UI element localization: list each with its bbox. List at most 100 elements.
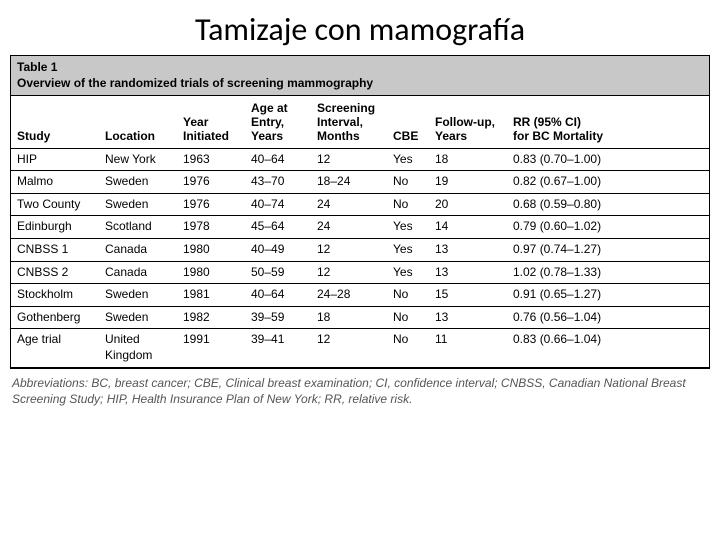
cell-study: CNBSS 1	[11, 238, 99, 261]
cell-age: 40–74	[245, 193, 311, 216]
cell-followup: 14	[429, 216, 507, 239]
cell-study: Stockholm	[11, 284, 99, 307]
cell-location: Sweden	[99, 306, 177, 329]
table-row: CNBSS 2 Canada 1980 50–59 12 Yes 13 1.02…	[11, 261, 709, 284]
table-row: Stockholm Sweden 1981 40–64 24–28 No 15 …	[11, 284, 709, 307]
cell-interval: 24	[311, 193, 387, 216]
table-caption: Overview of the randomized trials of scr…	[17, 76, 703, 92]
col-header-location: Location	[99, 96, 177, 148]
cell-location: Sweden	[99, 284, 177, 307]
cell-cbe: No	[387, 306, 429, 329]
slide: Tamizaje con mamografía Table 1 Overview…	[0, 0, 720, 540]
cell-rr: 0.82 (0.67–1.00)	[507, 171, 709, 194]
table-row: Two County Sweden 1976 40–74 24 No 20 0.…	[11, 193, 709, 216]
table-container: Table 1 Overview of the randomized trial…	[10, 55, 710, 369]
table-row: Edinburgh Scotland 1978 45–64 24 Yes 14 …	[11, 216, 709, 239]
cell-interval: 24–28	[311, 284, 387, 307]
abbreviations-text: BC, breast cancer; CBE, Clinical breast …	[12, 376, 686, 406]
cell-followup: 13	[429, 306, 507, 329]
cell-rr: 0.97 (0.74–1.27)	[507, 238, 709, 261]
cell-location: Scotland	[99, 216, 177, 239]
cell-study: HIP	[11, 148, 99, 171]
cell-followup: 13	[429, 238, 507, 261]
cell-age: 45–64	[245, 216, 311, 239]
cell-interval: 12	[311, 329, 387, 367]
cell-study: Age trial	[11, 329, 99, 367]
col-header-followup: Follow-up,Years	[429, 96, 507, 148]
cell-year: 1981	[177, 284, 245, 307]
cell-followup: 19	[429, 171, 507, 194]
cell-followup: 13	[429, 261, 507, 284]
table-head: Study Location YearInitiated Age atEntry…	[11, 96, 709, 148]
cell-cbe: No	[387, 284, 429, 307]
col-header-rr: RR (95% CI)for BC Mortality	[507, 96, 709, 148]
cell-rr: 1.02 (0.78–1.33)	[507, 261, 709, 284]
cell-interval: 18–24	[311, 171, 387, 194]
cell-year: 1976	[177, 171, 245, 194]
table-row: Gothenberg Sweden 1982 39–59 18 No 13 0.…	[11, 306, 709, 329]
trials-table: Study Location YearInitiated Age atEntry…	[11, 96, 709, 367]
cell-year: 1978	[177, 216, 245, 239]
cell-location: Sweden	[99, 171, 177, 194]
cell-cbe: Yes	[387, 216, 429, 239]
cell-cbe: No	[387, 193, 429, 216]
cell-location: New York	[99, 148, 177, 171]
cell-cbe: Yes	[387, 238, 429, 261]
cell-age: 39–41	[245, 329, 311, 367]
table-row: Malmo Sweden 1976 43–70 18–24 No 19 0.82…	[11, 171, 709, 194]
col-header-age: Age atEntry,Years	[245, 96, 311, 148]
cell-cbe: Yes	[387, 261, 429, 284]
slide-title: Tamizaje con mamografía	[0, 10, 720, 49]
cell-year: 1980	[177, 261, 245, 284]
cell-interval: 12	[311, 261, 387, 284]
cell-year: 1982	[177, 306, 245, 329]
cell-location: Canada	[99, 261, 177, 284]
cell-cbe: No	[387, 171, 429, 194]
col-header-cbe: CBE	[387, 96, 429, 148]
cell-rr: 0.76 (0.56–1.04)	[507, 306, 709, 329]
abbreviations: Abbreviations: BC, breast cancer; CBE, C…	[12, 375, 708, 407]
table-row: Age trial UnitedKingdom 1991 39–41 12 No…	[11, 329, 709, 367]
cell-study: CNBSS 2	[11, 261, 99, 284]
cell-cbe: No	[387, 329, 429, 367]
cell-interval: 18	[311, 306, 387, 329]
table-header: Table 1 Overview of the randomized trial…	[11, 56, 709, 96]
col-header-study: Study	[11, 96, 99, 148]
cell-followup: 15	[429, 284, 507, 307]
cell-location: UnitedKingdom	[99, 329, 177, 367]
cell-age: 43–70	[245, 171, 311, 194]
cell-followup: 11	[429, 329, 507, 367]
cell-interval: 12	[311, 148, 387, 171]
cell-study: Edinburgh	[11, 216, 99, 239]
col-header-year: YearInitiated	[177, 96, 245, 148]
cell-followup: 18	[429, 148, 507, 171]
cell-interval: 24	[311, 216, 387, 239]
cell-interval: 12	[311, 238, 387, 261]
cell-study: Malmo	[11, 171, 99, 194]
cell-year: 1980	[177, 238, 245, 261]
cell-rr: 0.83 (0.70–1.00)	[507, 148, 709, 171]
cell-rr: 0.79 (0.60–1.02)	[507, 216, 709, 239]
cell-year: 1976	[177, 193, 245, 216]
cell-rr: 0.68 (0.59–0.80)	[507, 193, 709, 216]
cell-study: Gothenberg	[11, 306, 99, 329]
table-body: HIP New York 1963 40–64 12 Yes 18 0.83 (…	[11, 148, 709, 367]
cell-followup: 20	[429, 193, 507, 216]
cell-age: 40–49	[245, 238, 311, 261]
cell-age: 39–59	[245, 306, 311, 329]
cell-age: 40–64	[245, 284, 311, 307]
cell-rr: 0.91 (0.65–1.27)	[507, 284, 709, 307]
cell-location: Canada	[99, 238, 177, 261]
cell-rr: 0.83 (0.66–1.04)	[507, 329, 709, 367]
cell-location: Sweden	[99, 193, 177, 216]
cell-year: 1991	[177, 329, 245, 367]
cell-year: 1963	[177, 148, 245, 171]
cell-study: Two County	[11, 193, 99, 216]
abbreviations-label: Abbreviations:	[12, 376, 88, 390]
cell-cbe: Yes	[387, 148, 429, 171]
table-row: HIP New York 1963 40–64 12 Yes 18 0.83 (…	[11, 148, 709, 171]
table-label: Table 1	[17, 60, 703, 76]
table-row: CNBSS 1 Canada 1980 40–49 12 Yes 13 0.97…	[11, 238, 709, 261]
col-header-interval: ScreeningInterval,Months	[311, 96, 387, 148]
cell-age: 40–64	[245, 148, 311, 171]
